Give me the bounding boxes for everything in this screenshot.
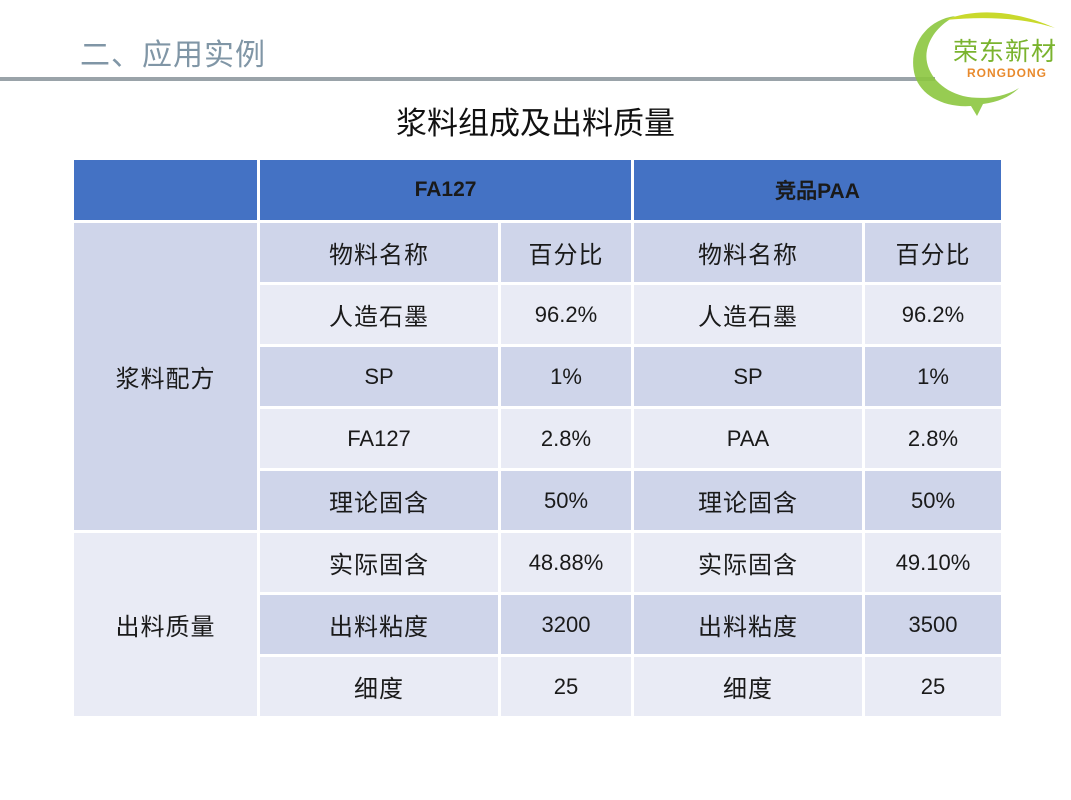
- cell: 96.2%: [498, 282, 634, 347]
- cell: SP: [631, 344, 865, 409]
- table-row: 出料质量 实际固含 48.88% 实际固含 49.10%: [71, 530, 1004, 719]
- table-row: 出料粘度 3200 出料粘度 3500: [73, 592, 1004, 657]
- cell: 百分比: [498, 220, 634, 285]
- cell: 物料名称: [257, 220, 501, 285]
- cell: 2.8%: [498, 406, 634, 471]
- cell: 细度: [257, 654, 501, 719]
- cell: PAA: [631, 406, 865, 471]
- cell: 人造石墨: [631, 282, 865, 347]
- cell: FA127: [257, 406, 501, 471]
- logo-swoosh-icon: [913, 12, 1055, 116]
- cell: 49.10%: [862, 530, 1004, 595]
- table-title: 浆料组成及出料质量: [396, 106, 675, 142]
- cell: 48.88%: [498, 530, 634, 595]
- cell: 出料粘度: [631, 592, 865, 657]
- table-row: SP 1% SP 1%: [73, 344, 1004, 409]
- cell: 细度: [631, 654, 865, 719]
- group-label-formula: 浆料配方: [71, 220, 260, 533]
- cell: 96.2%: [862, 282, 1004, 347]
- cell: 实际固含: [631, 530, 865, 595]
- section-title: 二、应用实例: [80, 38, 266, 73]
- logo-text-cn: 荣东新材: [953, 37, 1058, 66]
- table-row: 浆料配方 物料名称 百分比 物料名称 百分比: [71, 220, 1004, 533]
- cell: 出料粘度: [257, 592, 501, 657]
- header-fa127: FA127: [257, 157, 634, 223]
- cell: 物料名称: [631, 220, 865, 285]
- cell: 人造石墨: [257, 282, 501, 347]
- cell: 50%: [498, 468, 634, 533]
- company-logo: 荣东新材 RONGDONG: [905, 8, 1065, 120]
- header-paa: 竞品PAA: [631, 157, 1004, 223]
- cell: 1%: [498, 344, 634, 409]
- cell: 3200: [498, 592, 634, 657]
- cell: 理论固含: [257, 468, 501, 533]
- cell: 3500: [862, 592, 1004, 657]
- cell: 25: [862, 654, 1004, 719]
- cell: SP: [257, 344, 501, 409]
- table-row: 人造石墨 96.2% 人造石墨 96.2%: [73, 282, 1004, 347]
- cell: 百分比: [862, 220, 1004, 285]
- cell: 2.8%: [862, 406, 1004, 471]
- cell: 25: [498, 654, 634, 719]
- table-row: 细度 25 细度 25: [73, 654, 1004, 719]
- logo-text-en: RONGDONG: [967, 66, 1047, 80]
- cell: 1%: [862, 344, 1004, 409]
- cell: 实际固含: [257, 530, 501, 595]
- table-header-row: FA127 竞品PAA: [71, 157, 1004, 223]
- formulation-table: FA127 竞品PAA 浆料配方 物料名称 百分比 物料名称 百分比 人造石墨 …: [71, 157, 1004, 719]
- header-corner: [71, 157, 260, 223]
- group-label-quality: 出料质量: [71, 530, 260, 719]
- table-row: 理论固含 50% 理论固含 50%: [73, 468, 1004, 533]
- cell: 50%: [862, 468, 1004, 533]
- table-row: FA127 2.8% PAA 2.8%: [73, 406, 1004, 471]
- header-divider: [0, 77, 935, 81]
- cell: 理论固含: [631, 468, 865, 533]
